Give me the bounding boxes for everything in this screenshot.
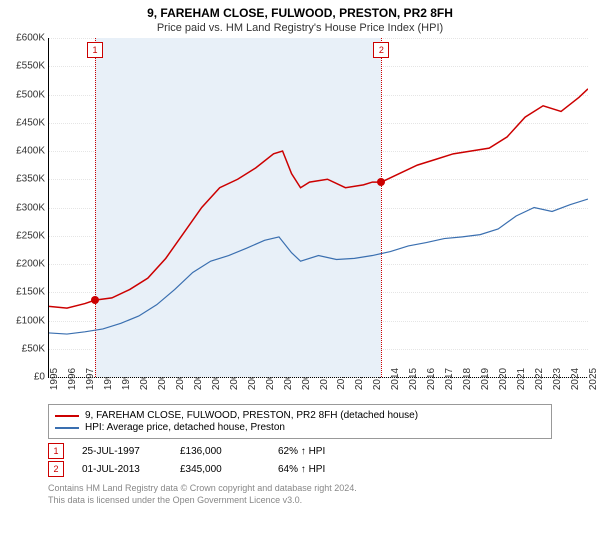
marker-box: 2 (373, 42, 389, 58)
y-axis-label: £100K (16, 315, 45, 326)
transaction-row: 2 01-JUL-2013 £345,000 64% ↑ HPI (48, 461, 552, 477)
x-axis-label: 2025 (588, 368, 599, 390)
legend-label: 9, FAREHAM CLOSE, FULWOOD, PRESTON, PR2 … (85, 410, 418, 421)
legend-row: HPI: Average price, detached house, Pres… (55, 422, 545, 433)
y-axis-label: £600K (16, 33, 45, 44)
txn-delta: 64% ↑ HPI (278, 464, 358, 475)
chart-area: £0£50K£100K£150K£200K£250K£300K£350K£400… (48, 38, 588, 398)
chart-subtitle: Price paid vs. HM Land Registry's House … (0, 20, 600, 38)
y-axis-label: £500K (16, 89, 45, 100)
footer-line1: Contains HM Land Registry data © Crown c… (48, 483, 552, 495)
legend: 9, FAREHAM CLOSE, FULWOOD, PRESTON, PR2 … (48, 404, 552, 439)
chart-plot: £0£50K£100K£150K£200K£250K£300K£350K£400… (48, 38, 588, 378)
y-axis-label: £50K (22, 343, 45, 354)
txn-price: £136,000 (180, 446, 260, 457)
legend-swatch (55, 427, 79, 429)
y-axis-label: £450K (16, 117, 45, 128)
txn-date: 01-JUL-2013 (82, 464, 162, 475)
series-line (49, 89, 588, 308)
txn-delta: 62% ↑ HPI (278, 446, 358, 457)
legend-label: HPI: Average price, detached house, Pres… (85, 422, 285, 433)
footer-attribution: Contains HM Land Registry data © Crown c… (48, 483, 552, 506)
y-axis-label: £200K (16, 259, 45, 270)
txn-date: 25-JUL-1997 (82, 446, 162, 457)
y-axis-label: £150K (16, 287, 45, 298)
series-line (49, 199, 588, 334)
y-axis-label: £400K (16, 146, 45, 157)
y-axis-label: £550K (16, 61, 45, 72)
marker-point (91, 296, 99, 304)
txn-marker: 2 (48, 461, 64, 477)
txn-price: £345,000 (180, 464, 260, 475)
transaction-row: 1 25-JUL-1997 £136,000 62% ↑ HPI (48, 443, 552, 459)
txn-marker: 1 (48, 443, 64, 459)
y-axis-label: £300K (16, 202, 45, 213)
transaction-table: 1 25-JUL-1997 £136,000 62% ↑ HPI 2 01-JUL-201… (48, 443, 552, 477)
y-axis-label: £0 (34, 372, 45, 383)
y-axis-label: £250K (16, 230, 45, 241)
marker-box: 1 (87, 42, 103, 58)
chart-lines (49, 38, 588, 377)
legend-row: 9, FAREHAM CLOSE, FULWOOD, PRESTON, PR2 … (55, 410, 545, 421)
legend-swatch (55, 415, 79, 417)
footer-line2: This data is licensed under the Open Gov… (48, 495, 552, 507)
marker-point (377, 178, 385, 186)
chart-title: 9, FAREHAM CLOSE, FULWOOD, PRESTON, PR2 … (0, 0, 600, 20)
y-axis-label: £350K (16, 174, 45, 185)
